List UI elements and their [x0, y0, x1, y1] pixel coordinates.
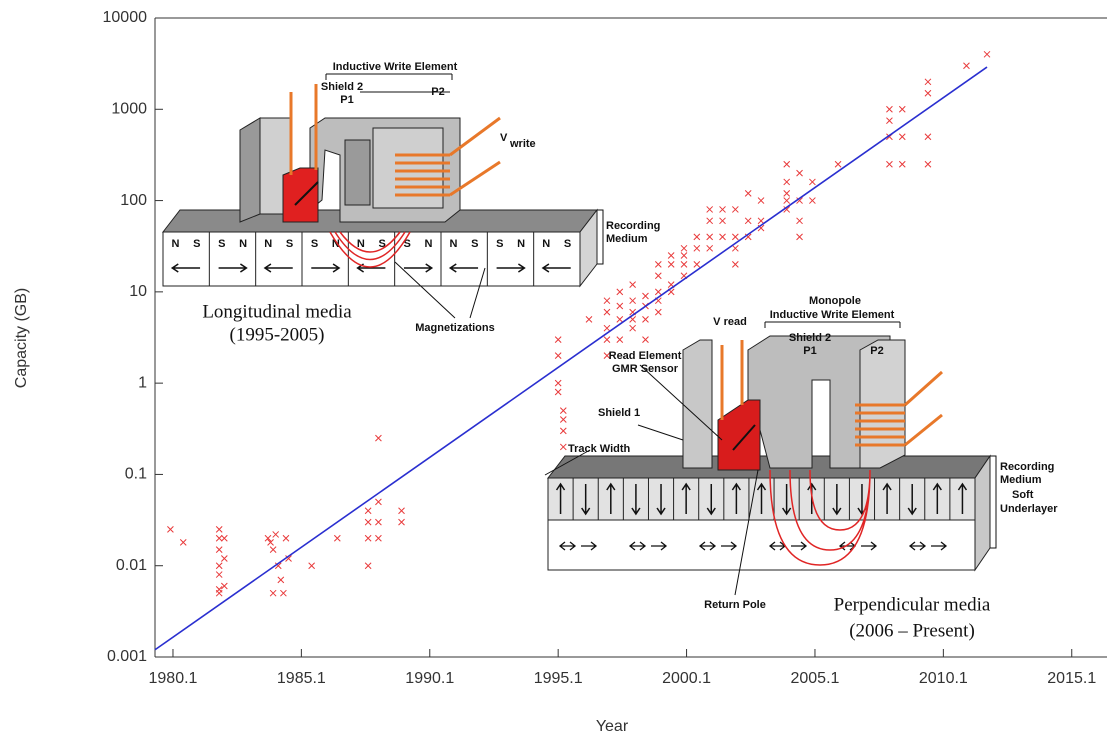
x-axis-label: Year: [596, 718, 629, 735]
label: Recording: [606, 220, 660, 232]
y-tick-label: 1000: [111, 101, 147, 118]
label: Medium: [1000, 474, 1042, 486]
x-tick-label: 2015.1: [1047, 670, 1096, 687]
x-tick-label: 1980.1: [149, 670, 198, 687]
label: Recording: [1000, 461, 1054, 473]
label: Return Pole: [704, 599, 766, 611]
label: P2: [870, 345, 883, 357]
y-tick-label: 0.001: [107, 648, 147, 665]
label: Monopole: [809, 295, 861, 307]
pole-label: N: [264, 238, 272, 250]
x-tick-label: 1990.1: [405, 670, 454, 687]
label: Shield 1: [598, 407, 640, 419]
label: Shield 2: [789, 332, 831, 344]
label: Read Element: [609, 350, 682, 362]
y-tick-label: 1: [138, 374, 147, 391]
label: V: [500, 132, 508, 144]
pole-label: N: [425, 238, 433, 250]
pole-label: S: [564, 238, 571, 250]
label: Magnetizations: [415, 322, 494, 334]
label: Inductive Write Element: [333, 61, 458, 73]
pole-label: N: [450, 238, 458, 250]
y-tick-label: 0.01: [116, 557, 147, 574]
label: Inductive Write Element: [770, 309, 895, 321]
inset-subtitle: (1995-2005): [230, 324, 325, 345]
pole-label: S: [193, 238, 200, 250]
pole-label: N: [332, 238, 340, 250]
inset-title: Longitudinal media: [202, 301, 352, 322]
pole-label: S: [496, 238, 503, 250]
pole-label: S: [471, 238, 478, 250]
label: write: [509, 138, 536, 150]
label: P2: [431, 86, 444, 98]
label: Shield 2: [321, 81, 363, 93]
y-tick-label: 10: [129, 283, 147, 300]
y-axis-label: Capacity (GB): [13, 288, 30, 388]
chart: 0.001 0.01 0.1 1 10 100 1000 10000 1980.1 1985.1 1…: [0, 0, 1107, 740]
label: P1: [340, 94, 353, 106]
label: Underlayer: [1000, 503, 1058, 515]
label: V read: [713, 316, 747, 328]
pole-label: N: [239, 238, 247, 250]
y-tick-label: 0.1: [125, 466, 147, 483]
label: Medium: [606, 233, 648, 245]
x-tick-label: 1985.1: [277, 670, 326, 687]
x-tick-label: 2000.1: [662, 670, 711, 687]
y-tick-label: 10000: [103, 9, 148, 26]
pole-label: S: [218, 238, 225, 250]
x-tick-label: 1995.1: [534, 670, 583, 687]
diagram-shape: [283, 168, 318, 222]
label: Track Width: [568, 443, 631, 455]
pole-label: N: [172, 238, 180, 250]
label: Soft: [1012, 489, 1034, 501]
label: P1: [803, 345, 816, 357]
label: GMR Sensor: [612, 363, 679, 375]
pole-label: N: [542, 238, 550, 250]
diagram-shape: [345, 140, 370, 205]
inset-title: Perpendicular media: [834, 594, 991, 615]
pole-label: S: [311, 238, 318, 250]
y-tick-label: 100: [120, 192, 147, 209]
pole-label: S: [286, 238, 293, 250]
pole-label: N: [517, 238, 525, 250]
x-tick-label: 2005.1: [790, 670, 839, 687]
diagram-shape: [683, 340, 712, 468]
inset-subtitle: (2006 – Present): [849, 620, 975, 641]
x-tick-label: 2010.1: [919, 670, 968, 687]
diagram-shape: [240, 118, 260, 222]
